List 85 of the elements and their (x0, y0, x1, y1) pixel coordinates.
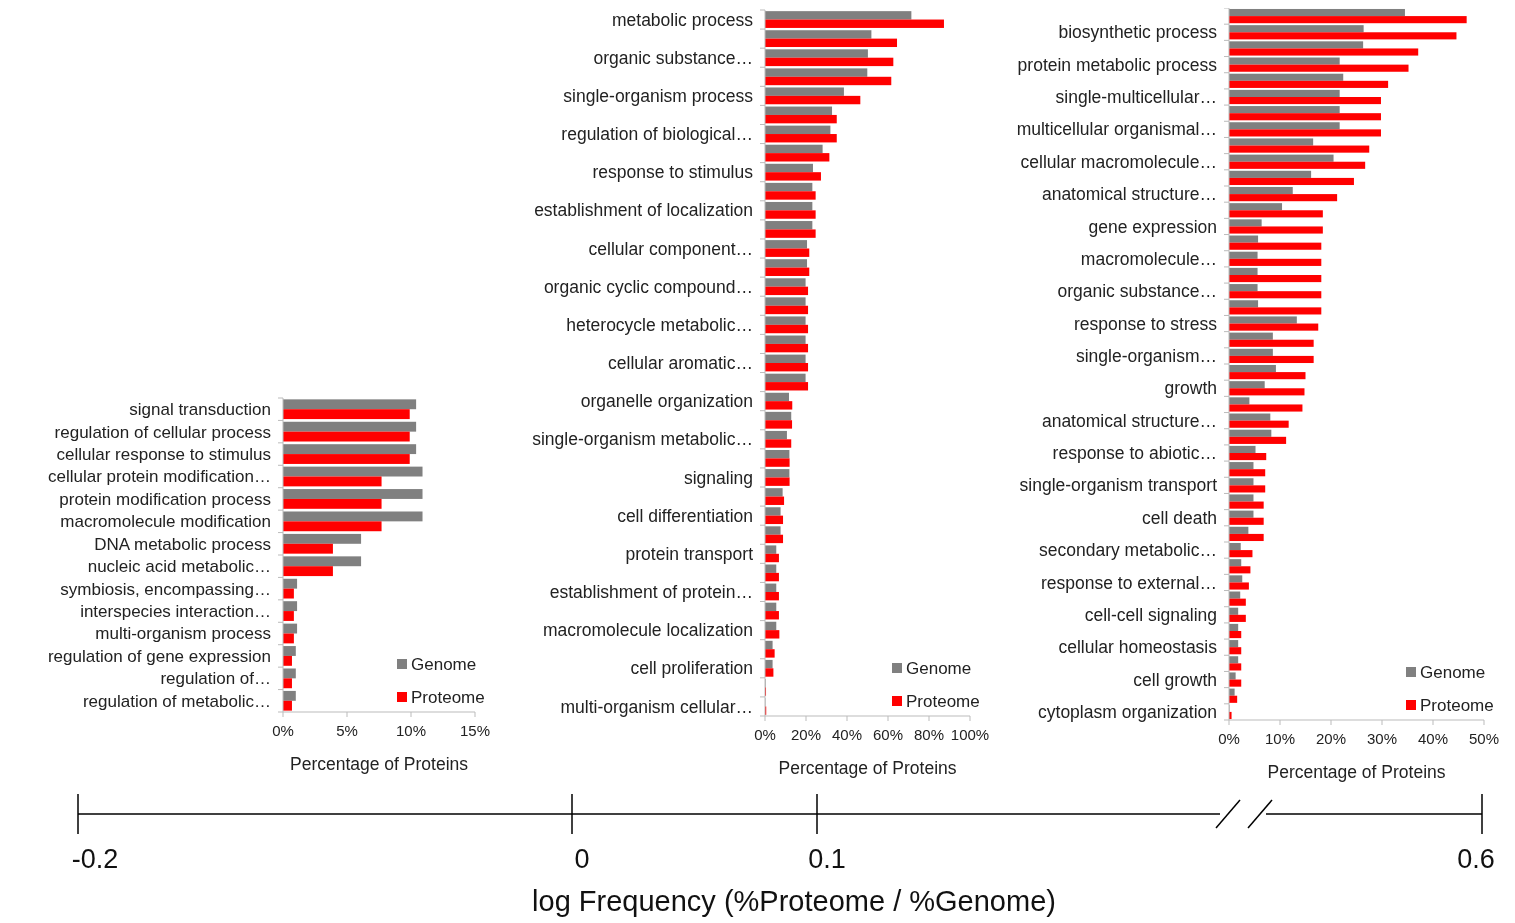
x-tick-label: 50% (1468, 730, 1500, 747)
text: 0.1 (808, 844, 846, 874)
y-tick-label: biosynthetic process (1058, 22, 1218, 43)
y-tick-label: response to stress (1074, 313, 1218, 334)
y-tick-label: organelle organization (580, 391, 753, 412)
x-tick-label: 10% (1264, 730, 1296, 747)
x-tick-label: 100% (950, 726, 990, 743)
y-tick-label: growth (1164, 378, 1217, 399)
y-tick-label: cytoplasm organization (1038, 702, 1217, 723)
y-tick-label: cellular response to stimulus (56, 445, 271, 465)
y-tick-label: single-organism metabolic… (532, 429, 753, 450)
legend-label: Proteome (1420, 695, 1494, 715)
text: -0.2 (71, 844, 119, 874)
text: 0 (574, 844, 590, 874)
y-tick-label: nucleic acid metabolic… (87, 557, 271, 577)
legend-label: Genome (411, 654, 477, 674)
y-tick-label: DNA metabolic process (94, 534, 271, 554)
x-axis-title: Percentage of Proteins (289, 754, 469, 774)
y-tick-label: multicellular organismal… (1016, 119, 1217, 140)
x-tick-label: 20% (790, 726, 822, 743)
x-tick-label: 60% (872, 726, 904, 743)
y-tick-label: cell-cell signaling (1084, 604, 1217, 625)
y-tick-label: single-organism process (563, 85, 754, 106)
x-tick-label: 10% (395, 722, 427, 739)
y-tick-label: regulation of metabolic… (82, 691, 271, 711)
y-tick-label: gene expression (1088, 216, 1217, 237)
y-tick-label: cell growth (1133, 669, 1217, 690)
y-tick-label: anatomical structure… (1041, 184, 1217, 205)
y-tick-label: cell proliferation (630, 658, 753, 679)
y-tick-label: anatomical structure… (1041, 410, 1217, 431)
y-tick-label: macromolecule modification (60, 512, 271, 532)
x-tick-label: 20% (1315, 730, 1347, 747)
y-tick-label: single-multicellular… (1055, 87, 1217, 108)
y-tick-label: heterocycle metabolic… (566, 314, 753, 335)
y-tick-label: signaling (683, 467, 753, 488)
y-tick-label: protein metabolic process (1017, 54, 1218, 75)
y-tick-label: regulation of gene expression (47, 646, 271, 666)
legend-label: Genome (1420, 662, 1486, 682)
x-axis-title: Percentage of Proteins (778, 758, 957, 778)
x-tick-label: 0% (1218, 730, 1240, 747)
y-tick-label: establishment of localization (534, 200, 753, 221)
y-tick-label: symbiosis, encompassing… (60, 579, 271, 599)
y-tick-label: response to external… (1040, 572, 1217, 593)
y-tick-label: protein modification process (59, 489, 271, 509)
y-tick-label: multi-organism cellular… (560, 696, 753, 717)
x-tick-label: 80% (913, 726, 945, 743)
x-tick-label: 0% (754, 726, 776, 743)
y-tick-label: single-organism transport (1019, 475, 1218, 496)
x-tick-label: 15% (459, 722, 491, 739)
x-tick-label: 40% (1417, 730, 1449, 747)
x-tick-label: 30% (1366, 730, 1398, 747)
x-tick-label: 0% (272, 722, 294, 739)
y-tick-label: cellular aromatic… (608, 353, 753, 374)
y-tick-label: regulation of… (160, 669, 271, 689)
y-tick-label: establishment of protein… (549, 582, 753, 603)
y-tick-label: macromolecule… (1080, 248, 1217, 269)
x-tick-label: 5% (336, 722, 358, 739)
y-tick-label: protein transport (625, 543, 754, 564)
y-tick-label: organic substance… (1057, 281, 1217, 302)
y-tick-label: signal transduction (129, 400, 271, 420)
y-tick-label: cellular component… (588, 238, 753, 259)
y-tick-label: multi-organism process (95, 624, 271, 644)
y-tick-label: macromolecule localization (542, 620, 753, 641)
y-tick-label: cell death (1142, 507, 1217, 528)
legend-label: Proteome (906, 691, 980, 711)
legend-label: Proteome (411, 687, 485, 707)
y-tick-label: regulation of cellular process (54, 422, 271, 442)
y-tick-label: organic cyclic compound… (543, 276, 753, 297)
y-tick-label: cell differentiation (617, 505, 753, 526)
y-tick-label: interspecies interaction… (80, 602, 271, 622)
y-tick-label: cellular macromolecule… (1020, 151, 1217, 172)
text: 0.6 (1457, 844, 1495, 874)
text: log Frequency (%Proteome / %Genome) (532, 885, 1056, 917)
y-tick-label: cellular protein modification… (48, 467, 271, 487)
y-tick-label: organic substance… (593, 47, 753, 68)
x-axis-title: Percentage of Proteins (1267, 762, 1446, 782)
y-tick-label: secondary metabolic… (1039, 540, 1217, 561)
y-tick-label: single-organism… (1075, 346, 1217, 367)
y-tick-label: metabolic process (611, 9, 754, 30)
x-tick-label: 40% (831, 726, 863, 743)
y-tick-label: response to stimulus (592, 162, 754, 183)
y-tick-label: response to abiotic… (1052, 443, 1217, 464)
legend-label: Genome (906, 658, 972, 678)
y-tick-label: cellular homeostasis (1058, 637, 1218, 658)
y-tick-label: regulation of biological… (561, 124, 753, 145)
